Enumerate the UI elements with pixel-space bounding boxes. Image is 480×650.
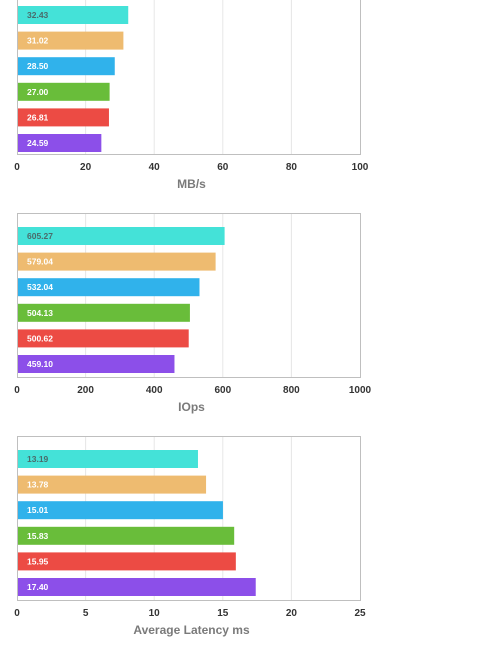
iops-bar-label-6: 459.10 <box>27 359 53 369</box>
chart-latency: 13.19 13.78 15.01 15.83 15.95 17.40 0 5 10 15 20 2… <box>14 436 366 637</box>
latency-bar-3 <box>17 501 223 520</box>
latency-x-tick-label: 25 <box>354 608 366 619</box>
chart-iops-x-axis-title: IOps <box>178 400 205 414</box>
latency-bar-label-4: 15.83 <box>27 531 49 541</box>
throughput-x-tick-label: 80 <box>286 162 298 173</box>
latency-bar-label-1: 13.19 <box>27 454 49 464</box>
latency-bar-1 <box>17 450 198 468</box>
iops-bar-label-4: 504.13 <box>27 308 53 318</box>
iops-bar-label-5: 500.62 <box>27 333 53 343</box>
chart-iops: 605.27 579.04 532.04 504.13 500.62 459.10 0 20… <box>14 213 372 414</box>
chart-iops-x-ticks: 0 200 400 600 800 1000 <box>14 385 371 396</box>
throughput-bar-label-1: 32.43 <box>27 10 49 20</box>
throughput-bar-3 <box>17 57 115 76</box>
iops-bar-label-2: 579.04 <box>27 257 53 267</box>
iops-bar-6 <box>17 355 175 373</box>
throughput-bar-label-6: 24.59 <box>27 138 49 148</box>
chart-throughput-bars: 32.43 31.02 28.50 27.00 26.81 24.59 <box>17 6 129 152</box>
throughput-x-tick-label: 20 <box>80 162 92 173</box>
iops-x-tick-label: 200 <box>77 385 94 396</box>
iops-x-tick-label: 400 <box>146 385 163 396</box>
latency-x-tick-label: 15 <box>217 608 229 619</box>
throughput-x-tick-label: 40 <box>149 162 161 173</box>
throughput-bar-6 <box>17 134 102 152</box>
latency-x-tick-label: 10 <box>149 608 161 619</box>
chart-latency-frame <box>17 436 361 601</box>
chart-throughput-frame <box>17 0 361 155</box>
latency-bar-6 <box>17 578 256 596</box>
chart-latency-x-ticks: 0 5 10 15 20 25 <box>14 608 366 619</box>
chart-iops-bars: 605.27 579.04 532.04 504.13 500.62 459.10 <box>17 227 225 373</box>
throughput-bar-label-4: 27.00 <box>27 87 49 97</box>
iops-bar-label-1: 605.27 <box>27 231 53 241</box>
iops-bar-5 <box>17 329 189 348</box>
latency-bar-label-3: 15.01 <box>27 505 49 515</box>
throughput-bar-label-2: 31.02 <box>27 36 49 46</box>
iops-bar-4 <box>17 303 190 322</box>
iops-x-tick-label: 600 <box>214 385 231 396</box>
latency-x-tick-label: 20 <box>286 608 298 619</box>
chart-latency-bars: 13.19 13.78 15.01 15.83 15.95 17.40 <box>17 450 256 596</box>
latency-bar-label-2: 13.78 <box>27 480 49 490</box>
iops-bar-1 <box>17 227 225 245</box>
throughput-bar-label-3: 28.50 <box>27 61 49 71</box>
throughput-bar-1 <box>17 6 129 24</box>
throughput-x-tick-label: 0 <box>14 162 20 173</box>
throughput-bar-5 <box>17 108 109 127</box>
throughput-x-tick-label: 60 <box>217 162 229 173</box>
throughput-x-tick-label: 100 <box>352 162 369 173</box>
latency-bar-4 <box>17 526 235 545</box>
chart-throughput: 32.43 31.02 28.50 27.00 26.81 24.59 0 20 40 60 80… <box>14 0 369 191</box>
chart-iops-frame <box>17 213 361 378</box>
latency-bar-label-5: 15.95 <box>27 556 49 566</box>
latency-bar-label-6: 17.40 <box>27 582 49 592</box>
iops-x-tick-label: 800 <box>283 385 300 396</box>
latency-bar-5 <box>17 552 236 571</box>
iops-bar-2 <box>17 252 216 271</box>
iops-bar-label-3: 532.04 <box>27 282 53 292</box>
iops-bar-3 <box>17 278 200 297</box>
latency-x-tick-label: 0 <box>14 608 20 619</box>
chart-throughput-x-axis-title: MB/s <box>177 177 206 191</box>
latency-bar-2 <box>17 475 207 494</box>
latency-x-tick-label: 5 <box>83 608 89 619</box>
throughput-bar-label-5: 26.81 <box>27 112 49 122</box>
iops-x-tick-label: 1000 <box>349 385 372 396</box>
throughput-bar-4 <box>17 82 110 101</box>
chart-latency-x-axis-title: Average Latency ms <box>133 623 250 637</box>
chart-throughput-x-ticks: 0 20 40 60 80 100 <box>14 162 369 173</box>
iops-x-tick-label: 0 <box>14 385 20 396</box>
throughput-bar-2 <box>17 31 124 50</box>
